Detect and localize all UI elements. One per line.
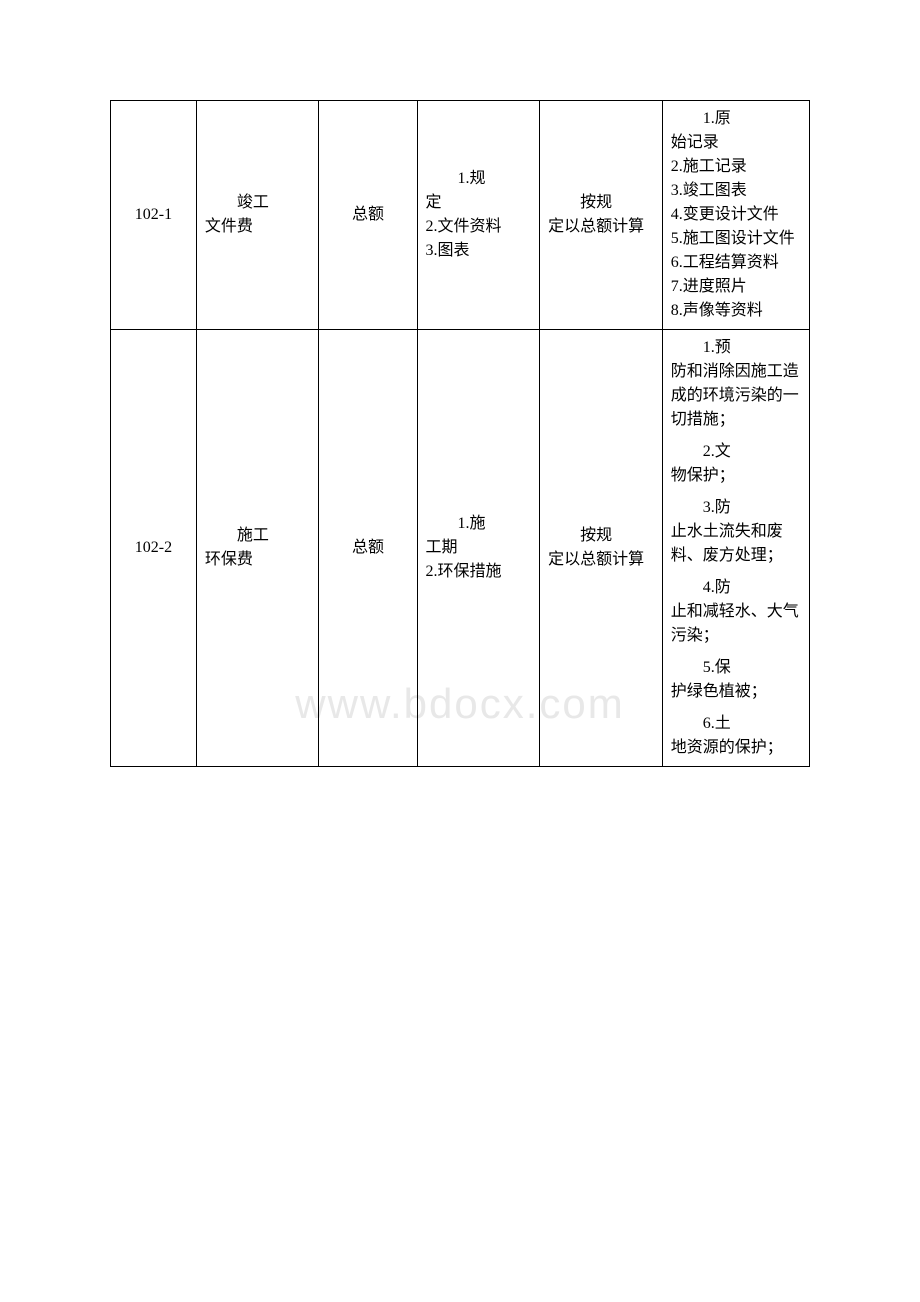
content-para: 5.保护绿色植被； [671,656,801,704]
content-para: 4.防止和减轻水、大气污染； [671,576,801,648]
cell-calc-first: 按规 [548,524,654,548]
cell-name: 竣工文件费 [196,101,319,330]
content-para: 2.文物保护； [671,440,801,488]
cell-unit: 总额 [319,330,417,767]
document-table: 102-1 竣工文件费 总额 1.规定 2.文件资料 3.图表 按规定以总额计算… [110,100,810,767]
cell-code: 102-1 [111,101,197,330]
cell-calc-rest: 定以总额计算 [548,218,644,235]
cell-features-rest: 工期 2.环保措施 [426,539,502,580]
cell-features-first: 1.规 [426,167,532,191]
cell-content: 1.预防和消除因施工造成的环境污染的一切措施； 2.文物保护； 3.防止水土流失… [662,330,809,767]
table-row: 102-1 竣工文件费 总额 1.规定 2.文件资料 3.图表 按规定以总额计算… [111,101,810,330]
cell-features-first: 1.施 [426,512,532,536]
table-row: 102-2 施工环保费 总额 1.施工期 2.环保措施 按规定以总额计算 1.预… [111,330,810,767]
cell-unit: 总额 [319,101,417,330]
content-para: 3.防止水土流失和废料、废方处理； [671,496,801,568]
content-para: 6.土地资源的保护； [671,712,801,760]
cell-features: 1.施工期 2.环保措施 [417,330,540,767]
cell-name-text: 施工 [205,524,311,548]
cell-code: 102-2 [111,330,197,767]
cell-content: 1.原始记录 2.施工记录 3.竣工图表 4.变更设计文件 5.施工图设计文件 … [662,101,809,330]
cell-calc-rest: 定以总额计算 [548,551,644,568]
cell-content-first: 1.原 [671,107,801,131]
cell-calc: 按规定以总额计算 [540,101,663,330]
content-para: 1.预防和消除因施工造成的环境污染的一切措施； [671,336,801,432]
cell-features: 1.规定 2.文件资料 3.图表 [417,101,540,330]
cell-calc-first: 按规 [548,191,654,215]
cell-name-text: 竣工 [205,191,311,215]
cell-features-rest: 定 2.文件资料 3.图表 [426,194,502,259]
cell-name: 施工环保费 [196,330,319,767]
cell-calc: 按规定以总额计算 [540,330,663,767]
cell-content-rest: 始记录 2.施工记录 3.竣工图表 4.变更设计文件 5.施工图设计文件 6.工… [671,134,795,319]
